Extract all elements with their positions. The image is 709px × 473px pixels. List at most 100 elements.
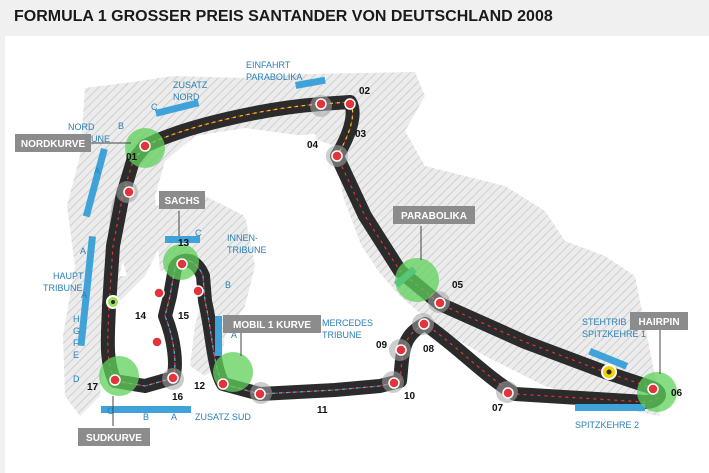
corner-label-13: 13 — [178, 238, 190, 249]
badge-sachs: SACHS — [159, 191, 205, 209]
label-mercedes-2: TRIBUNE — [322, 330, 362, 340]
label-haupt-1: HAUPT — [53, 271, 84, 281]
corner-label-12: 12 — [194, 381, 206, 392]
corner-marker-05 — [434, 297, 446, 309]
infield-area — [175, 134, 410, 381]
track-center-line — [107, 101, 660, 403]
corner-label-17: 17 — [87, 382, 99, 393]
corner-marker-17 — [109, 374, 121, 386]
page-title: FORMULA 1 GROSSER PREIS SANTANDER VON DE… — [14, 8, 553, 25]
corner-marker-06 — [647, 383, 659, 395]
corner-marker-01 — [139, 140, 151, 152]
label-innen-1: INNEN- — [227, 233, 258, 243]
block-innen-a: A — [231, 330, 237, 340]
label-nord-1: NORD — [68, 122, 95, 132]
corner-marker-02 — [344, 98, 356, 110]
corner-marker-16 — [167, 372, 179, 384]
label-zusatz-nord-2: NORD — [173, 92, 200, 102]
corner-marker-14 — [153, 287, 165, 299]
grandstand-sud — [101, 406, 191, 413]
block-haupt-d: D — [73, 374, 80, 384]
corner-label-11: 11 — [317, 405, 328, 416]
corner-label-01: 01 — [126, 152, 138, 163]
corner-marker-12 — [217, 378, 229, 390]
label-einfahrt-2: PARABOLIKA — [246, 72, 302, 82]
label-nord-2: UNE — [91, 134, 110, 144]
grandstand-zusatz-nord — [155, 99, 200, 117]
badge-sudkurve-text: SUDKURVE — [86, 433, 142, 444]
start-finish-marker — [106, 295, 120, 309]
badge-mobil1: MOBIL 1 KURVE — [223, 315, 321, 333]
block-sud-a: A — [171, 412, 177, 422]
circuit-map-svg: 01 02 03 04 05 06 07 08 09 10 11 12 13 1… — [15, 60, 688, 446]
corner-label-16: 16 — [172, 392, 184, 403]
label-haupt-2: TRIBUNE — [43, 283, 83, 293]
track-yellow-sector — [132, 101, 354, 162]
label-spitzkehre-2: SPITZKEHRE 2 — [575, 420, 639, 430]
corner-label-08: 08 — [423, 344, 435, 355]
grandstand-innen-side — [215, 316, 222, 356]
corner-marker-08 — [418, 318, 430, 330]
corner-marker-11 — [254, 388, 266, 400]
corner-label-07: 07 — [492, 403, 504, 414]
corner-marker-a — [123, 186, 135, 198]
block-haupt-a1: A — [80, 246, 86, 256]
label-zusatz-nord-1: ZUSATZ — [173, 80, 208, 90]
corner-marker-15 — [192, 285, 204, 297]
grandstand-stehtribune — [588, 347, 629, 370]
leader-lines — [91, 142, 661, 426]
badge-mobil1-text: MOBIL 1 KURVE — [233, 320, 311, 331]
corner-marker-07 — [502, 387, 514, 399]
corner-label-06: 06 — [671, 388, 683, 399]
badge-hairpin: HAIRPIN — [630, 312, 688, 330]
tv-marker — [601, 364, 617, 380]
badge-nordkurve: NORDKURVE — [15, 134, 91, 152]
corner-marker-10 — [388, 377, 400, 389]
label-innen-2: TRIBUNE — [227, 245, 267, 255]
corner-label-14: 14 — [135, 311, 147, 322]
badge-parabolika-text: PARABOLIKA — [401, 211, 467, 222]
highlight-parabolika — [395, 258, 439, 302]
corner-numbers: 01 02 03 04 05 06 07 08 09 10 11 12 13 1… — [87, 86, 683, 416]
block-letters: C B A A A H G F E D C B A C B A — [73, 102, 237, 422]
corner-label-09: 09 — [376, 340, 388, 351]
block-nord-a: A — [94, 166, 100, 176]
block-haupt-g: G — [73, 326, 80, 336]
badge-nordkurve-text: NORDKURVE — [21, 139, 86, 150]
grandstand-haupt — [77, 235, 96, 347]
block-innen-b: B — [225, 280, 231, 290]
corner-marker-13 — [176, 258, 188, 270]
circuit-map: 01 02 03 04 05 06 07 08 09 10 11 12 13 1… — [5, 36, 709, 473]
grandstand-labels: ZUSATZ NORD EINFAHRT PARABOLIKA NORD UNE… — [43, 60, 646, 430]
corner-marker-04 — [331, 150, 343, 162]
badge-sudkurve: SUDKURVE — [78, 428, 150, 446]
corner-markers — [106, 98, 659, 400]
corner-label-05: 05 — [452, 280, 464, 291]
label-einfahrt-1: EINFAHRT — [246, 60, 291, 70]
corner-label-02: 02 — [359, 86, 371, 97]
block-haupt-h: H — [73, 314, 80, 324]
corner-marker-02b — [315, 98, 327, 110]
badge-sachs-text: SACHS — [164, 196, 199, 207]
block-nord-b: B — [118, 121, 124, 131]
label-stehtribune-2: SPITZKEHRE 1 — [582, 329, 646, 339]
block-haupt-a2: A — [81, 290, 87, 300]
label-zusatz-sud: ZUSATZ SUD — [195, 412, 251, 422]
grandstand-innen — [165, 236, 200, 243]
grandstand-nord — [82, 148, 108, 218]
corner-marker-09 — [395, 344, 407, 356]
label-mercedes-1: MERCEDES — [322, 318, 373, 328]
grandstand-spitzkehre-2 — [575, 404, 645, 411]
direction-arrow — [119, 261, 127, 276]
badge-parabolika: PARABOLIKA — [393, 206, 475, 224]
block-haupt-e: E — [73, 350, 79, 360]
corner-label-15: 15 — [178, 311, 190, 322]
badge-hairpin-text: HAIRPIN — [638, 317, 679, 328]
corner-marker-14b — [151, 336, 163, 348]
block-innen-c: C — [195, 228, 202, 238]
label-stehtribune-1: STEHTRIB — [582, 317, 627, 327]
block-sud-b: B — [143, 412, 149, 422]
block-haupt-f: F — [73, 338, 79, 348]
corner-label-04: 04 — [307, 140, 319, 151]
